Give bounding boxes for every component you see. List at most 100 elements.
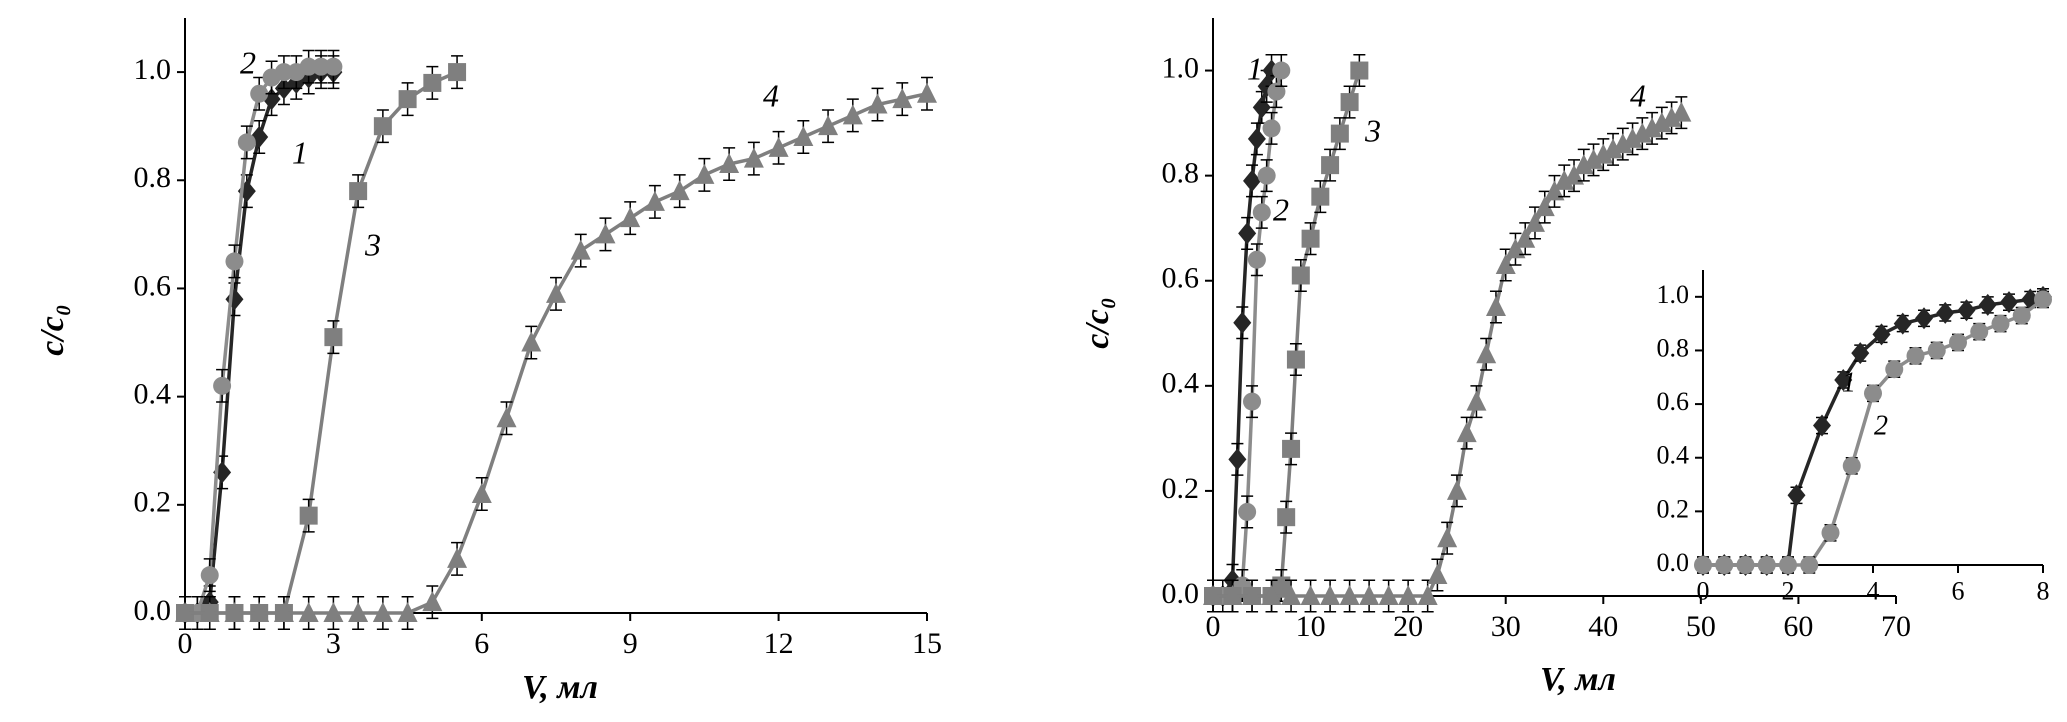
marker	[1885, 360, 1904, 379]
marker	[669, 180, 690, 201]
marker	[1350, 61, 1369, 80]
marker	[397, 602, 418, 622]
marker	[521, 331, 542, 352]
marker	[1272, 576, 1291, 595]
marker	[1286, 350, 1305, 369]
marker	[1291, 266, 1310, 285]
marker	[1495, 253, 1516, 274]
series-label: 1	[292, 134, 308, 170]
x-tick-label: 0	[1206, 610, 1221, 643]
marker	[1222, 585, 1243, 605]
y-tick-label: 0.2	[134, 486, 172, 519]
marker	[1243, 392, 1262, 411]
marker	[298, 602, 319, 622]
marker	[1466, 390, 1487, 411]
marker	[1515, 227, 1536, 248]
marker	[1257, 166, 1276, 185]
marker	[323, 602, 344, 622]
y-tick-label: 0.4	[1657, 441, 1690, 470]
x-tick-label: 4	[1867, 577, 1880, 606]
marker	[1800, 556, 1819, 574]
marker	[423, 73, 442, 92]
marker	[1851, 342, 1870, 365]
marker	[1813, 414, 1831, 437]
marker	[447, 547, 468, 568]
marker	[842, 104, 863, 125]
x-tick-label: 6	[1952, 577, 1965, 606]
marker	[273, 602, 294, 622]
marker	[743, 147, 764, 168]
marker	[1927, 341, 1946, 360]
marker	[1277, 508, 1296, 527]
x-tick-label: 70	[1881, 610, 1911, 643]
marker	[768, 136, 789, 157]
marker	[225, 252, 244, 271]
marker	[1398, 585, 1419, 605]
y-tick-label: 0.6	[1162, 262, 1200, 295]
marker	[1311, 187, 1330, 206]
marker	[1233, 311, 1252, 334]
series-label: 3	[364, 226, 381, 262]
marker	[1247, 250, 1266, 269]
x-tick-label: 60	[1783, 610, 1813, 643]
x-tick-label: 8	[2037, 577, 2050, 606]
marker	[1694, 556, 1712, 574]
marker	[299, 57, 318, 76]
marker	[917, 82, 937, 103]
marker	[2012, 306, 2031, 325]
marker	[1787, 484, 1806, 507]
marker	[1715, 556, 1734, 574]
marker	[595, 223, 616, 244]
marker	[1267, 82, 1286, 101]
marker	[175, 602, 195, 622]
y-tick-label: 0.2	[1162, 472, 1200, 505]
marker	[1603, 138, 1624, 159]
marker	[1238, 222, 1257, 245]
marker	[1893, 312, 1912, 335]
marker	[1476, 343, 1497, 364]
y-tick-label: 1.0	[1657, 280, 1690, 309]
marker	[200, 566, 219, 585]
marker	[1321, 156, 1340, 175]
marker	[349, 182, 368, 201]
series-label: 4	[763, 77, 779, 113]
marker	[250, 84, 269, 103]
y-tick-label: 1.0	[1162, 51, 1200, 84]
marker	[1583, 148, 1604, 169]
series-line	[1703, 298, 2045, 567]
marker	[1936, 301, 1955, 324]
series-label: 2	[240, 44, 256, 80]
marker	[1417, 585, 1438, 605]
marker	[1991, 314, 2010, 333]
marker	[1300, 585, 1321, 605]
marker	[1957, 299, 1976, 322]
marker	[398, 90, 417, 109]
y-tick-label: 0.8	[134, 161, 172, 194]
marker	[1228, 448, 1247, 471]
marker	[1505, 238, 1526, 259]
marker	[1573, 154, 1594, 175]
marker	[1427, 563, 1448, 584]
marker	[422, 591, 443, 612]
marker	[448, 63, 467, 82]
marker	[324, 328, 343, 347]
series-label: 2	[1273, 191, 1289, 227]
series-label: 1	[1247, 50, 1263, 86]
marker	[1340, 93, 1359, 112]
x-tick-label: 20	[1393, 610, 1423, 643]
x-tick-label: 15	[912, 627, 942, 660]
x-tick-label: 2	[1782, 577, 1795, 606]
marker	[213, 376, 232, 395]
marker	[1978, 293, 1997, 316]
marker	[1272, 61, 1291, 80]
y-tick-label: 0.6	[134, 269, 172, 302]
marker	[1485, 296, 1506, 316]
marker	[570, 239, 591, 260]
marker	[299, 506, 318, 525]
series-label: 3	[1364, 112, 1381, 148]
marker	[224, 602, 245, 622]
marker	[1671, 101, 1692, 122]
marker	[694, 163, 715, 184]
marker	[372, 602, 393, 622]
marker	[1872, 323, 1891, 346]
